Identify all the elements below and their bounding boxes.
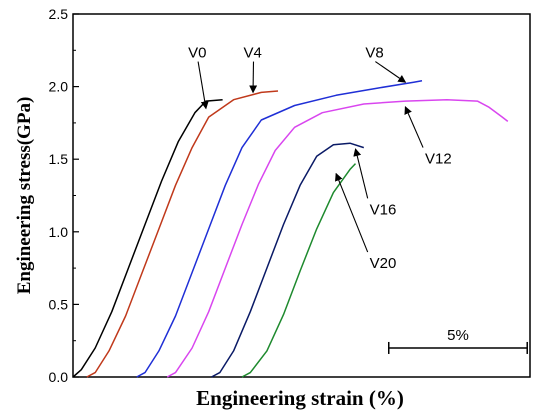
series-line-v4 — [86, 90, 279, 378]
callout-arrow-v20 — [335, 172, 369, 253]
scale-bar-label: 5% — [447, 327, 469, 344]
x-axis-label: Engineering strain (%) — [196, 386, 404, 410]
callout-label-v4: V4 — [243, 45, 261, 62]
callout-label-v16: V16 — [370, 201, 397, 218]
y-tick-label: 1.5 — [49, 151, 69, 167]
callout-label-v12: V12 — [425, 151, 452, 168]
series-line-v20 — [241, 163, 357, 378]
series-line-v8 — [136, 80, 423, 378]
y-tick-label: 1.0 — [49, 224, 69, 240]
y-tick-label: 0.5 — [49, 296, 69, 312]
callout-arrow-v0 — [197, 61, 209, 110]
y-tick-label: 2.0 — [49, 79, 69, 95]
y-axis-label: Engineering stress(GPa) — [14, 97, 35, 295]
callout-label-v20: V20 — [370, 255, 397, 272]
scale-bar: 5% — [387, 327, 528, 354]
callout-arrow-v8 — [375, 61, 407, 83]
series-layer — [72, 80, 509, 378]
series-line-v12 — [166, 98, 509, 378]
series-line-v16 — [211, 142, 365, 378]
series-line-v0 — [72, 98, 223, 378]
callout-layer: V0 V4 V8 V12 V16 V20 — [188, 45, 452, 273]
callout-label-v0: V0 — [188, 45, 206, 62]
y-tick-label: 2.5 — [49, 6, 69, 22]
callout-arrow-v16 — [353, 148, 369, 199]
y-tick-label: 0.0 — [49, 369, 69, 385]
callout-label-v8: V8 — [365, 45, 383, 62]
callout-arrow-v12 — [404, 106, 424, 148]
plot-area: 0.0 0.5 1.0 1.5 2.0 2.5 — [49, 6, 531, 385]
plot-frame — [72, 13, 531, 378]
